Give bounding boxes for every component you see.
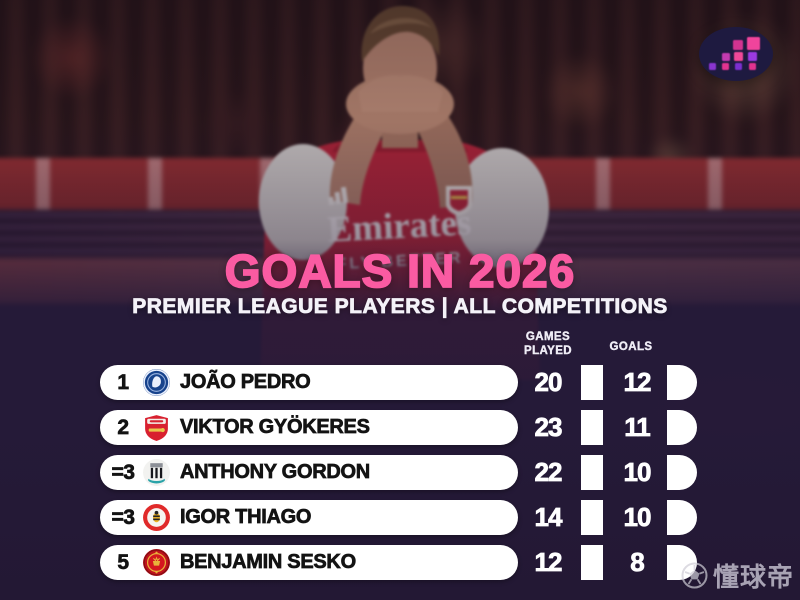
player-pill: 5 BENJAMIN SESKO bbox=[100, 545, 518, 580]
logo-square bbox=[747, 37, 760, 50]
games-played-value: 22 bbox=[534, 457, 563, 488]
goals-value: 8 bbox=[630, 547, 645, 578]
logo-square bbox=[748, 52, 757, 61]
goals-value: 11 bbox=[624, 412, 651, 443]
goals-value: 12 bbox=[623, 367, 652, 398]
separator-bar bbox=[581, 365, 603, 400]
player-pill: =3 ANTHONY GORDON bbox=[100, 455, 518, 490]
brand-logo bbox=[699, 27, 773, 81]
chelsea-badge-icon bbox=[142, 368, 171, 397]
rank-label: 5 bbox=[117, 550, 129, 574]
logo-square bbox=[709, 63, 716, 70]
row-end-cap bbox=[667, 410, 697, 445]
games-played-value: 23 bbox=[534, 412, 563, 443]
column-header-games-played: GAMES PLAYED bbox=[512, 331, 584, 359]
goals-value: 10 bbox=[623, 502, 652, 533]
table-row: 1 JOÃO PEDRO 20 12 bbox=[0, 365, 800, 400]
player-name: JOÃO PEDRO bbox=[180, 371, 311, 394]
games-header-line2: PLAYED bbox=[524, 344, 572, 357]
logo-square bbox=[749, 63, 756, 70]
goals-value: 10 bbox=[623, 457, 652, 488]
logo-square bbox=[734, 52, 743, 61]
page-subtitle: PREMIER LEAGUE PLAYERS | ALL COMPETITION… bbox=[132, 295, 668, 318]
logo-square bbox=[722, 63, 729, 70]
watermark-text: 懂球帝 bbox=[712, 562, 794, 592]
row-end-cap bbox=[667, 365, 697, 400]
separator-bar bbox=[581, 545, 603, 580]
player-name: ANTHONY GORDON bbox=[180, 461, 371, 484]
table-row: =3 IGOR THIAGO 14 10 bbox=[0, 500, 800, 535]
rank-label: =3 bbox=[111, 460, 135, 484]
rank-label: =3 bbox=[111, 505, 135, 529]
separator-bar bbox=[581, 410, 603, 445]
rank-label: 2 bbox=[117, 415, 129, 439]
row-end-cap bbox=[667, 500, 697, 535]
manchester-united-badge-icon bbox=[142, 548, 171, 577]
player-name: BENJAMIN SESKO bbox=[180, 551, 357, 574]
brentford-badge-icon bbox=[142, 503, 171, 532]
player-pill: 2 VIKTOR GYÖKERES bbox=[100, 410, 518, 445]
logo-square bbox=[735, 63, 742, 70]
separator-bar bbox=[581, 500, 603, 535]
leaderboard: 1 JOÃO PEDRO 20 12 2 bbox=[0, 365, 800, 590]
table-row: =3 ANTHONY GORDON 22 10 bbox=[0, 455, 800, 490]
player-name: IGOR THIAGO bbox=[180, 506, 312, 529]
player-name: VIKTOR GYÖKERES bbox=[180, 416, 371, 439]
page-title: GOALS IN 2026 bbox=[224, 245, 576, 297]
table-row: 2 VIKTOR GYÖKERES 23 11 bbox=[0, 410, 800, 445]
games-played-value: 14 bbox=[534, 502, 563, 533]
row-end-cap bbox=[667, 455, 697, 490]
arsenal-badge-icon bbox=[142, 413, 171, 442]
games-played-value: 20 bbox=[534, 367, 563, 398]
player-pill: =3 IGOR THIAGO bbox=[100, 500, 518, 535]
rank-label: 1 bbox=[117, 370, 129, 394]
separator-bar bbox=[581, 455, 603, 490]
logo-square bbox=[733, 40, 743, 50]
football-icon bbox=[681, 562, 708, 589]
watermark: 懂球帝 bbox=[681, 557, 794, 594]
logo-square bbox=[722, 53, 730, 61]
games-played-value: 12 bbox=[534, 547, 563, 578]
table-row: 5 BENJAMIN SESKO 12 8 bbox=[0, 545, 800, 580]
column-header-goals: GOALS bbox=[609, 341, 653, 353]
games-header-line1: GAMES bbox=[525, 331, 571, 343]
player-pill: 1 JOÃO PEDRO bbox=[100, 365, 518, 400]
newcastle-badge-icon bbox=[142, 458, 171, 487]
